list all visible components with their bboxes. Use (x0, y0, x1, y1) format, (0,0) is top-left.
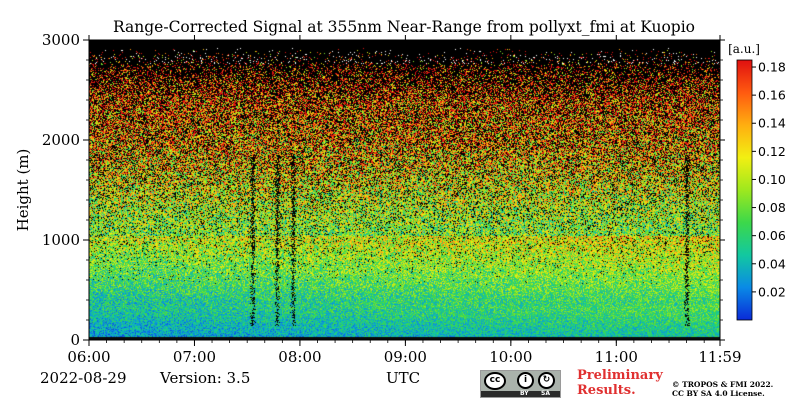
colorbar-tick-label: 0.16 (758, 88, 786, 103)
y-axis-label: Height (m) (14, 149, 32, 232)
heatmap-image (89, 40, 720, 340)
copyright-notice: © TROPOS & FMI 2022. CC BY SA 4.0 Licens… (672, 380, 773, 398)
plot-frame (88, 39, 721, 341)
x-tick-label: 11:59 (698, 348, 741, 366)
colorbar-tick-label: 0.08 (758, 200, 786, 215)
colorbar-tick-label: 0.12 (758, 144, 786, 159)
y-tick-label: 1000 (42, 231, 80, 249)
x-axis: 06:00 07:00 08:00 09:00 10:00 11:00 11:59 (67, 35, 742, 366)
colorbar-tick-label: 0.04 (758, 256, 786, 271)
x-tick-label: 10:00 (489, 348, 532, 366)
footer-utc: UTC (386, 369, 421, 387)
cc-license-badge: cc i ↻ BY SA (480, 370, 561, 398)
plot-area (88, 39, 721, 341)
colorbar-tick-label: 0.10 (758, 172, 786, 187)
footer-date: 2022-08-29 (40, 369, 127, 387)
cc-label-by: BY (520, 390, 529, 397)
by-icon: i (517, 372, 534, 389)
colorbar-gradient (736, 59, 753, 321)
x-tick-label: 11:00 (595, 348, 638, 366)
copyright-line2: CC BY SA 4.0 License. (672, 389, 765, 398)
footer-version: Version: 3.5 (160, 369, 251, 387)
x-tick-label: 08:00 (278, 348, 321, 366)
colorbar-tick-label: 0.06 (758, 228, 786, 243)
colorbar: [a.u.] 0.02 0.04 0.06 0.08 0.10 0.12 0.14 0.16 0… (728, 42, 786, 321)
y-tick-label: 2000 (42, 131, 80, 149)
colorbar-tick-label: 0.18 (758, 60, 786, 75)
chart-title: Range-Corrected Signal at 355nm Near-Ran… (113, 18, 695, 36)
y-tick-label: 0 (70, 331, 80, 349)
copyright-line1: © TROPOS & FMI 2022. (672, 380, 774, 389)
cc-icon: cc (484, 372, 506, 390)
x-tick-label: 07:00 (173, 348, 216, 366)
preliminary-notice: Preliminary Results. (577, 368, 663, 398)
y-axis: 0 1000 2000 3000 (42, 31, 725, 349)
sa-icon: ↻ (538, 372, 555, 389)
preliminary-line2: Results. (577, 383, 636, 398)
cc-label-sa: SA (541, 390, 550, 397)
colorbar-unit: [a.u.] (728, 42, 760, 56)
colorbar-tick-label: 0.02 (758, 284, 786, 299)
colorbar-tick-label: 0.14 (758, 116, 786, 131)
x-tick-label: 06:00 (67, 348, 110, 366)
preliminary-line1: Preliminary (577, 368, 663, 383)
y-tick-label: 3000 (42, 31, 80, 49)
x-tick-label: 09:00 (384, 348, 427, 366)
